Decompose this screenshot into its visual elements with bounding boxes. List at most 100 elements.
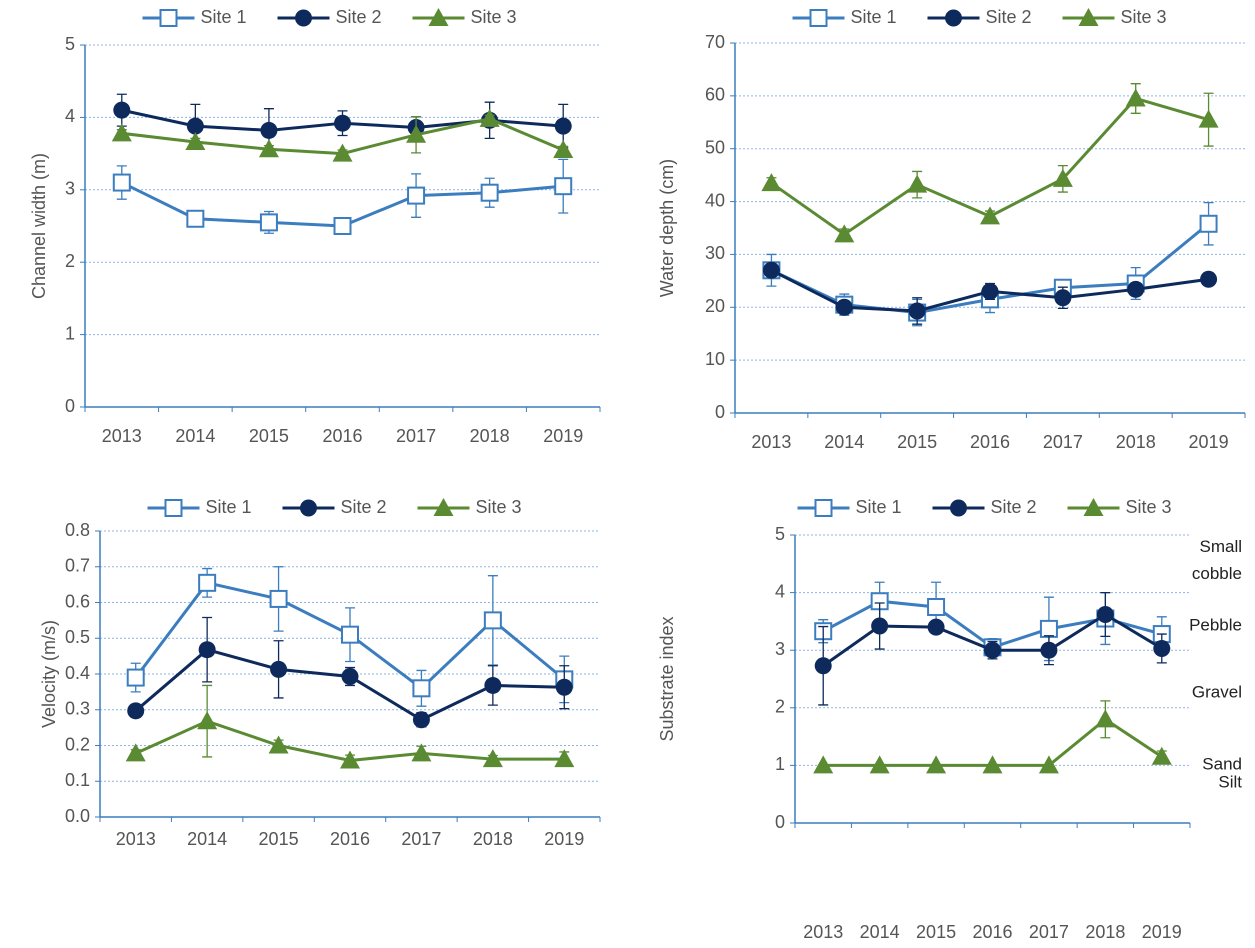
x-tick-label: 2016 xyxy=(322,426,362,446)
x-tick-label: 2019 xyxy=(543,426,583,446)
y-tick-label: 0 xyxy=(775,812,785,832)
y-axis-label: Substrate index xyxy=(657,616,677,741)
marker xyxy=(406,124,427,143)
x-tick-label: 2013 xyxy=(102,426,142,446)
marker xyxy=(554,749,575,768)
marker xyxy=(1052,168,1073,187)
x-tick-label: 2018 xyxy=(470,426,510,446)
marker xyxy=(186,117,204,135)
annotation: Pebble xyxy=(1189,615,1242,634)
marker xyxy=(270,660,288,678)
marker xyxy=(1078,8,1099,26)
y-tick-label: 0.0 xyxy=(65,806,90,826)
annotation: Silt xyxy=(1218,772,1242,791)
y-tick-label: 0.1 xyxy=(65,770,90,790)
y-tick-label: 0.5 xyxy=(65,627,90,647)
marker xyxy=(1095,709,1116,728)
marker xyxy=(814,499,833,517)
marker xyxy=(268,735,289,754)
marker xyxy=(412,679,431,698)
x-tick-label: 2016 xyxy=(972,922,1012,942)
marker xyxy=(113,101,131,119)
legend-label: Site 1 xyxy=(856,497,902,517)
marker xyxy=(341,668,359,686)
marker xyxy=(197,711,218,730)
marker xyxy=(484,676,502,694)
y-tick-label: 4 xyxy=(65,106,75,126)
marker xyxy=(980,206,1000,225)
y-tick-label: 40 xyxy=(705,190,725,210)
marker xyxy=(1040,641,1058,659)
series xyxy=(761,83,1219,243)
marker xyxy=(871,617,889,635)
marker xyxy=(164,499,183,517)
x-tick-label: 2018 xyxy=(1085,922,1125,942)
series xyxy=(125,684,575,769)
series xyxy=(112,158,573,235)
x-tick-label: 2018 xyxy=(473,829,513,849)
marker xyxy=(762,261,780,279)
y-tick-label: 20 xyxy=(705,296,725,316)
y-tick-label: 0.7 xyxy=(65,556,90,576)
marker xyxy=(1083,498,1104,516)
marker xyxy=(926,755,947,774)
series xyxy=(813,700,1172,774)
marker xyxy=(259,213,278,232)
marker xyxy=(198,573,217,592)
y-axis-label: Channel width (m) xyxy=(29,153,49,299)
marker xyxy=(159,9,178,27)
y-tick-label: 5 xyxy=(65,34,75,54)
marker xyxy=(412,711,430,729)
marker xyxy=(269,589,288,608)
marker xyxy=(127,702,145,720)
y-tick-label: 0.2 xyxy=(65,734,90,754)
annotation: Gravel xyxy=(1192,682,1242,701)
chart-panel: 0 10 20 30 40 50 60 70 2013 2014 2015 2016 2017 2018 2… xyxy=(657,7,1246,452)
marker xyxy=(1039,619,1058,638)
marker xyxy=(260,121,278,139)
marker xyxy=(945,9,962,27)
legend-label: Site 1 xyxy=(206,497,252,517)
y-tick-label: 10 xyxy=(705,349,725,369)
chart-panel: 0.0 0.1 0.2 0.3 0.4 0.5 0.6 0.7 0.8 2013 2014 2015 2… xyxy=(39,497,601,849)
y-tick-label: 0.8 xyxy=(65,520,90,540)
marker xyxy=(480,183,499,202)
x-tick-label: 2014 xyxy=(187,829,227,849)
y-tick-label: 1 xyxy=(775,754,785,774)
legend-label: Site 3 xyxy=(1121,7,1167,27)
marker xyxy=(300,499,317,517)
y-axis-label: Water depth (cm) xyxy=(657,159,677,297)
marker xyxy=(1199,214,1218,233)
marker xyxy=(982,755,1003,774)
marker xyxy=(333,217,352,235)
marker xyxy=(334,114,351,132)
marker xyxy=(1198,109,1219,128)
marker xyxy=(1153,639,1171,657)
legend-label: Site 2 xyxy=(341,497,387,517)
legend-label: Site 3 xyxy=(476,497,522,517)
x-tick-label: 2015 xyxy=(259,829,299,849)
y-tick-label: 1 xyxy=(65,323,75,343)
x-tick-label: 2017 xyxy=(1043,432,1083,452)
x-tick-label: 2013 xyxy=(116,829,156,849)
marker xyxy=(554,117,572,135)
marker xyxy=(407,186,426,205)
marker xyxy=(555,678,573,696)
marker xyxy=(907,174,928,193)
marker xyxy=(927,618,945,636)
y-tick-label: 5 xyxy=(775,524,785,544)
x-tick-label: 2017 xyxy=(401,829,441,849)
marker xyxy=(553,139,574,158)
x-tick-label: 2019 xyxy=(1142,922,1182,942)
annotation: Small cobble xyxy=(1192,537,1242,583)
y-tick-label: 2 xyxy=(65,251,75,271)
marker xyxy=(295,9,312,27)
y-tick-label: 0.4 xyxy=(65,663,90,683)
marker xyxy=(198,641,216,659)
marker xyxy=(1200,270,1218,288)
x-tick-label: 2014 xyxy=(824,432,864,452)
marker xyxy=(1096,605,1114,623)
x-tick-label: 2014 xyxy=(860,922,900,942)
y-tick-label: 3 xyxy=(775,639,785,659)
marker xyxy=(1151,746,1172,765)
